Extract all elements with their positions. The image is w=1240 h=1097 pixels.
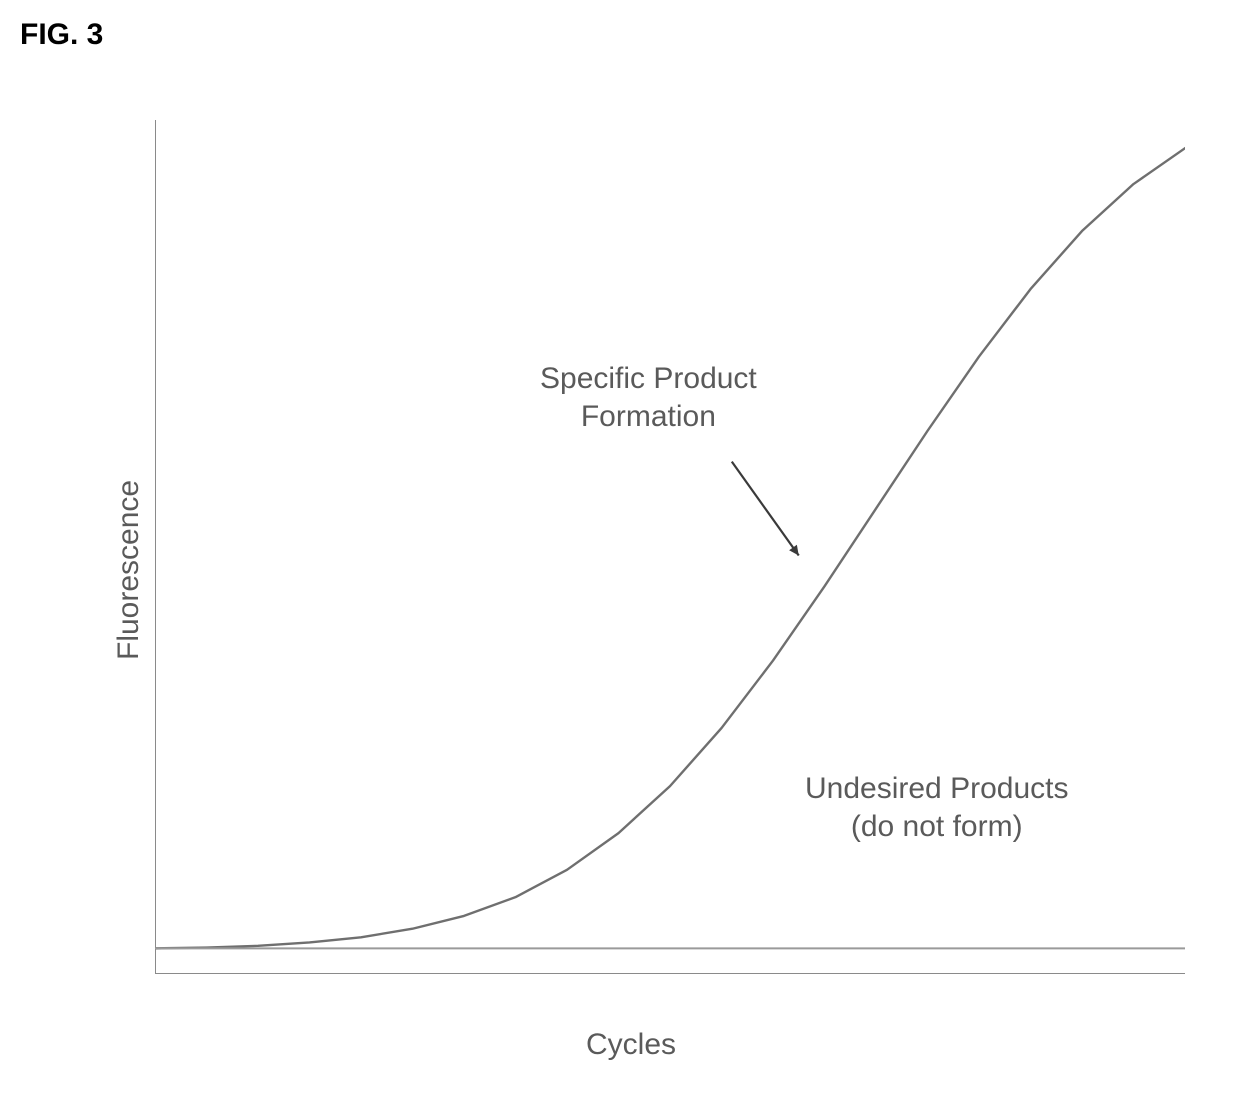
specific-product-label: Specific Product Formation <box>540 360 757 435</box>
chart-svg <box>155 120 1185 974</box>
page: FIG. 3 Fluorescence Cycles Specific Prod… <box>0 0 1240 1097</box>
axes <box>155 120 1185 974</box>
undesired-products-label: Undesired Products (do not form) <box>805 770 1068 845</box>
chart-area <box>155 120 1185 974</box>
specific-product-label-arrow <box>732 462 799 556</box>
figure-title: FIG. 3 <box>20 18 103 52</box>
y-axis-label: Fluorescence <box>112 480 146 660</box>
specific-product-label-arrowhead <box>789 545 799 556</box>
x-axis-label: Cycles <box>586 1028 676 1062</box>
